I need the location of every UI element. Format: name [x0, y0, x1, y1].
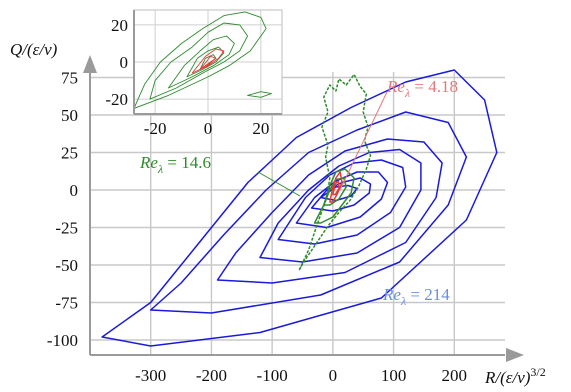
inset-x-tick-labels: -20 0 20: [144, 119, 270, 138]
annotation-re-14-6-value: = 14.6: [163, 153, 211, 172]
main-contour-2-0: [329, 171, 343, 203]
annotation-leader-4-18: [339, 91, 388, 191]
annotation-leader-14-6: [257, 171, 301, 197]
inset-contours: [134, 11, 272, 109]
x-axis-label-sup: 3/2: [530, 365, 545, 379]
inset-x-tick-label-2: 20: [252, 119, 269, 138]
y-tick-label-5: -50: [55, 256, 78, 275]
y-tick-label-0: 75: [61, 69, 78, 88]
annotation-re-4-18-sub: λ: [404, 86, 410, 100]
y-tick-labels: 75 50 25 0 -25 -50 -75 -100: [47, 69, 78, 351]
annotation-re-214-name: Re: [382, 285, 401, 304]
axes: [83, 55, 524, 362]
main-contour-1-1: [313, 168, 355, 224]
annotation-re-4-18-name: Re: [386, 77, 405, 96]
main-contour-0-1: [149, 111, 468, 314]
inset-contour-1-2: [204, 59, 214, 69]
main-contour-0-5: [295, 171, 389, 229]
inset-contour-1-1: [199, 55, 217, 70]
main-contour-2-1: [332, 180, 340, 196]
y-tick-label-7: -100: [47, 331, 78, 350]
annotation-re-14-6: Reλ = 14.6: [139, 153, 211, 176]
annotation-re-4-18-value: = 4.18: [410, 77, 458, 96]
inset-y-tick-labels: 20 0 -20: [105, 16, 128, 109]
x-axis-arrow: [506, 348, 524, 362]
annotation-re-14-6-sub: λ: [157, 162, 163, 176]
main-contour-0-2: [216, 138, 443, 284]
y-tick-label-1: 50: [61, 106, 78, 125]
x-tick-label-4: 100: [381, 366, 407, 385]
main-contour-0-0: [101, 69, 498, 347]
annotation-re-214-value: = 214: [406, 285, 450, 304]
annotation-re-214: Reλ = 214: [382, 285, 450, 308]
y-tick-label-2: 25: [61, 144, 78, 163]
annotation-re-4-18: Reλ = 4.18: [386, 77, 458, 100]
inset-contour-0-0: [134, 11, 267, 109]
inset-y-tick-label-0: 20: [111, 16, 128, 35]
x-tick-labels: -300 -200 -100 0 100 200: [135, 366, 467, 385]
inset-y-tick-label-1: 0: [120, 53, 129, 72]
main-contour-0-3: [259, 148, 422, 263]
main-contour-1-2: [323, 177, 347, 206]
main-contour-1-0: [298, 73, 372, 271]
main-contour-0-4: [277, 159, 407, 245]
x-tick-label-3: 0: [329, 366, 338, 385]
inset-x-tick-label-1: 0: [204, 119, 213, 138]
x-tick-label-2: -100: [257, 366, 288, 385]
x-axis-label-text: R/(ε/ν): [484, 368, 531, 387]
inset-contour-0-2: [167, 35, 235, 89]
main-contours: [101, 69, 498, 347]
x-tick-label-0: -300: [135, 366, 166, 385]
x-axis-label: R/(ε/ν)3/2: [484, 365, 546, 387]
annotation-re-14-6-name: Re: [139, 153, 158, 172]
y-axis-label-text: Q/(ε/ν): [10, 40, 58, 59]
annotation-re-214-sub: λ: [400, 294, 406, 308]
main-grid: [90, 72, 505, 355]
x-tick-label-5: 200: [442, 366, 468, 385]
inset-y-tick-label-2: -20: [105, 90, 128, 109]
y-axis-label: Q/(ε/ν): [10, 40, 58, 59]
y-tick-label-6: -75: [55, 294, 78, 313]
y-tick-label-4: -25: [55, 219, 78, 238]
inset-contour-0-1: [149, 22, 249, 100]
y-axis-arrow: [83, 55, 97, 73]
y-tick-label-3: 0: [70, 181, 79, 200]
inset-x-tick-label-0: -20: [144, 119, 167, 138]
inset-contour-0-5: [247, 91, 272, 98]
inset-chart: -20 0 20 20 0 -20: [105, 9, 283, 138]
x-tick-label-1: -200: [196, 366, 227, 385]
